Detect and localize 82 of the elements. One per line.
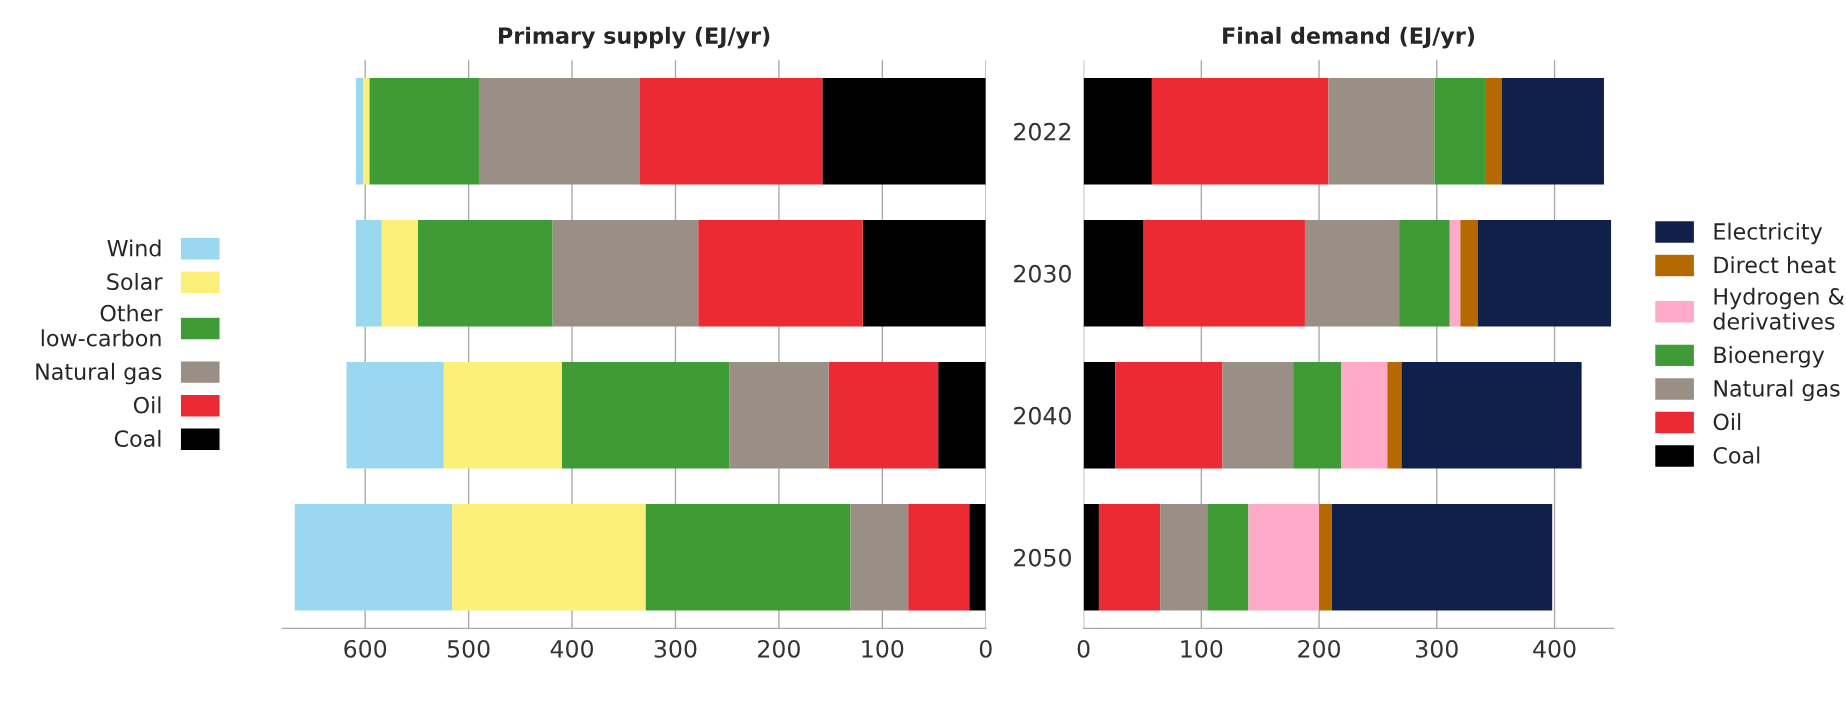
y-tick-label: 2040 — [1014, 406, 1071, 425]
x-tick-label: 600 — [344, 639, 387, 658]
legend-label: Bioenergy — [1714, 346, 1825, 368]
bar — [1332, 504, 1553, 611]
legend-label: Hydrogen & derivatives — [1713, 287, 1845, 330]
bar — [1160, 504, 1208, 611]
x-tick-label: 400 — [550, 639, 594, 658]
bar — [1449, 220, 1461, 327]
bar — [417, 220, 553, 327]
legend-label: Solar — [107, 272, 163, 291]
legend-label: Oil — [133, 396, 161, 414]
bar — [381, 220, 418, 327]
x-tick-label: 100 — [862, 639, 904, 658]
x-tick-label: 500 — [447, 639, 490, 658]
legend-label: Natural gas — [36, 362, 162, 385]
bar — [1222, 362, 1294, 469]
y-tick-label: 2030 — [1014, 264, 1071, 283]
bar — [1328, 78, 1435, 185]
bar — [908, 504, 970, 611]
legend-label: Coal — [1713, 446, 1760, 464]
legend-label: Electricity — [1714, 222, 1823, 245]
bar — [639, 78, 823, 185]
bar — [938, 362, 986, 469]
legend-label: Oil — [1713, 413, 1741, 431]
chart-title: Final demand (EJ/yr) — [1223, 26, 1475, 49]
x-tick-label: 200 — [1298, 639, 1341, 658]
bar — [862, 220, 986, 327]
bar — [1478, 220, 1612, 327]
bar — [363, 78, 370, 185]
bar — [645, 504, 851, 611]
bar — [1293, 362, 1342, 469]
legend-label: Coal — [114, 429, 161, 448]
bar — [452, 504, 646, 611]
bar — [1319, 504, 1333, 611]
bar — [1207, 504, 1249, 611]
bar — [698, 220, 863, 327]
bar — [1143, 220, 1305, 327]
bar — [355, 78, 364, 185]
bar — [478, 78, 640, 185]
bar — [552, 220, 699, 327]
bar — [1083, 362, 1116, 469]
bar — [1434, 78, 1486, 185]
y-tick-label: 2022 — [1014, 122, 1071, 141]
bar — [1460, 220, 1479, 327]
bar — [850, 504, 909, 611]
bar — [346, 362, 444, 469]
x-tick-label: 0 — [1077, 639, 1090, 658]
bar — [1399, 220, 1450, 327]
bar — [1098, 504, 1161, 611]
bar — [1083, 220, 1144, 327]
bar — [1115, 362, 1223, 469]
legend-label: Other low-carbon — [41, 304, 163, 347]
bar — [1485, 78, 1502, 185]
bar — [1341, 362, 1388, 469]
bar — [828, 362, 939, 469]
bar — [729, 362, 829, 469]
x-tick-label: 0 — [979, 639, 992, 658]
bar — [1083, 78, 1152, 185]
bar — [1387, 362, 1402, 469]
bar — [822, 78, 986, 185]
bar — [1501, 78, 1604, 185]
x-tick-label: 300 — [1416, 639, 1458, 658]
x-tick-label: 400 — [1533, 639, 1576, 658]
bar — [294, 504, 453, 611]
chart-title: Primary supply (EJ/yr) — [499, 26, 770, 49]
legend-label: Direct heat — [1714, 256, 1836, 274]
bar — [969, 504, 986, 611]
bar — [369, 78, 479, 185]
bar — [1248, 504, 1320, 611]
bar — [355, 220, 382, 327]
x-tick-label: 300 — [654, 639, 697, 658]
bar — [1083, 504, 1099, 611]
bar — [1151, 78, 1329, 185]
legend-label: Wind — [107, 239, 161, 257]
x-tick-label: 100 — [1181, 639, 1223, 658]
bar — [443, 362, 562, 469]
bar — [1304, 220, 1400, 327]
legend-label: Natural gas — [1714, 379, 1840, 402]
bar — [561, 362, 730, 469]
x-tick-label: 200 — [758, 639, 800, 658]
y-tick-label: 2050 — [1014, 548, 1071, 567]
bar — [1401, 362, 1582, 469]
